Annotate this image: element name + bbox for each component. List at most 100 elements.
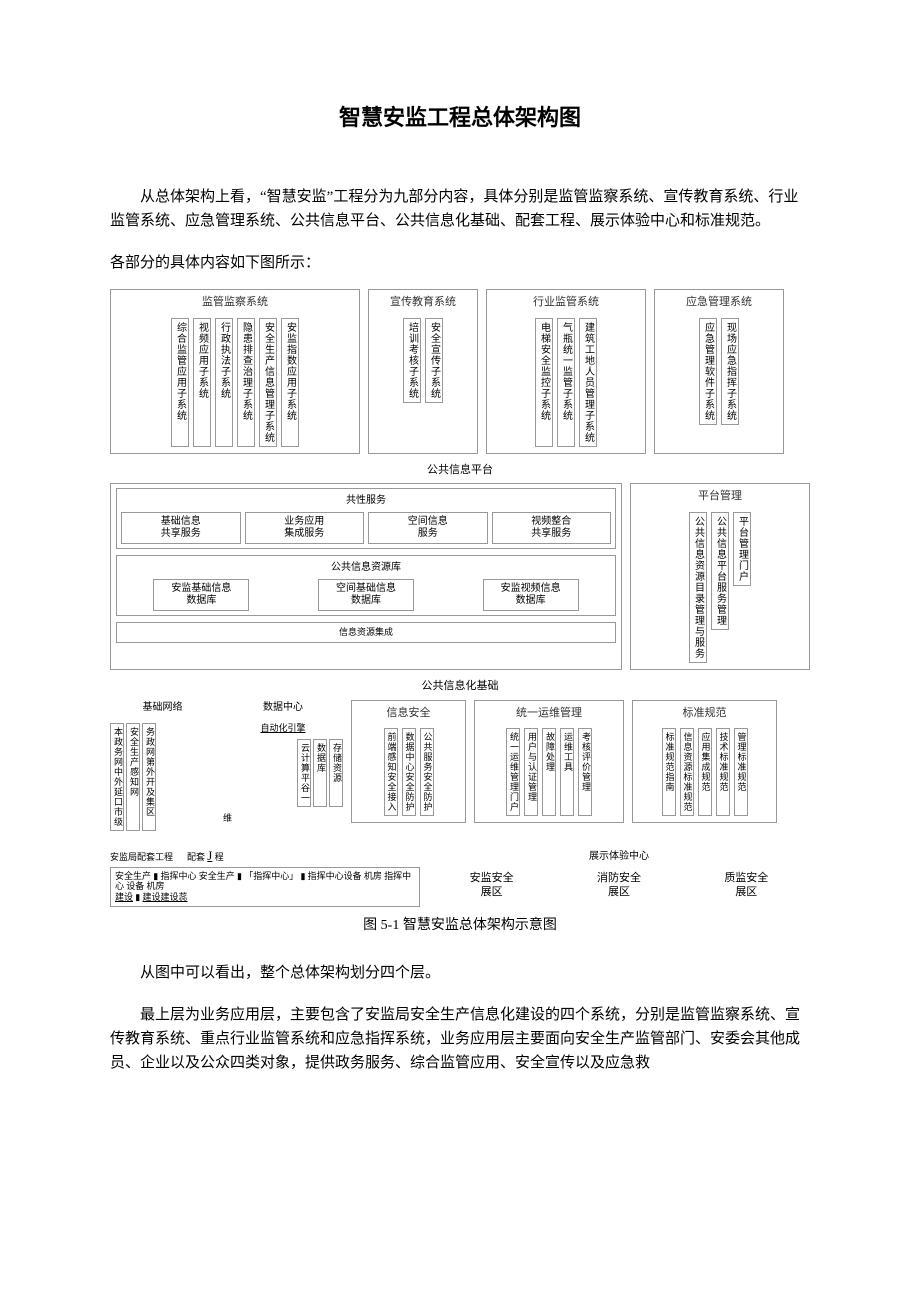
vbox-label: 公共信息平台服务管理 [715, 516, 726, 626]
system-group: 监管监察系统综合监管应用子系统视频应用子系统行政执法子系统隐患排查治理子系统安全… [110, 289, 360, 454]
vbox-label: 云计算平谷一 [299, 743, 309, 803]
vbox-item: 平台管理门户 [733, 512, 751, 586]
vbox-item: 云计算平谷一 [297, 739, 311, 807]
net-group: 基础网络 本政务网中外延口市级安全生产感知网务政网第外开及集区 [110, 700, 215, 831]
vbox-label: 统一运维管理门户 [508, 732, 518, 812]
vbox-label: 管理标准规范 [736, 732, 746, 792]
vbox-label: 数据中心安全防护 [404, 732, 414, 812]
resource-box: 安监基础信息 数据库 [153, 579, 249, 611]
support-mid: 配套 [187, 852, 205, 862]
system-group: 宣传教育系统培训考核子系统安全宣传子系统 [368, 289, 478, 454]
subsystem-label: 安全生产信息管理子系统 [263, 322, 274, 443]
support-box: 安全生产 ▮ 指挥中心 安全生产 ▮ 「指挥中心」 ▮ 指挥中心设备 机房 指挥… [110, 867, 420, 907]
subsystem-box: 安监指数应用子系统 [281, 318, 299, 447]
vbox-label: 标准规范指南 [664, 732, 674, 792]
support-left-label: 安监局配套工程 [110, 852, 173, 862]
platform-mgmt-title: 平台管理 [636, 488, 804, 506]
body-paragraph-1: 从图中可以看出，整个总体架构划分四个层。 [110, 961, 810, 985]
resource-box: 安监视频信息 数据库 [483, 579, 579, 611]
support-j: J [207, 848, 212, 863]
subsystem-label: 培训考核子系统 [407, 322, 418, 399]
resource-db: 公共信息资源库 安监基础信息 数据库空间基础信息 数据库安监视频信息 数据库 [116, 555, 616, 616]
subsystem-box: 视频应用子系统 [193, 318, 211, 447]
bottom-row: 安监局配套工程 配套 J 程 安全生产 ▮ 指挥中心 安全生产 ▮ 「指挥中心」… [110, 849, 810, 907]
vbox-label: 应用集成规范 [700, 732, 710, 792]
vbox-label: 信息资源标准规范 [682, 732, 692, 812]
service-box: 空间信息 服务 [368, 512, 488, 544]
vbox-item: 前端感知安全接入 [384, 728, 398, 816]
hall-row: 安监安全 展区 消防安全 展区 质监安全 展区 [428, 871, 810, 900]
dc-om: 维 [223, 813, 343, 823]
body-paragraph-2: 最上层为业务应用层，主要包含了安监局安全生产信息化建设的四个系统，分别是监管监察… [110, 1003, 810, 1075]
system-title: 应急管理系统 [660, 294, 778, 312]
support-t6: 建设建设蕊 [142, 892, 187, 902]
subsystem-box: 培训考核子系统 [403, 318, 421, 403]
hall-item: 消防安全 展区 [597, 871, 641, 900]
subsystem-label: 综合监管应用子系统 [175, 322, 186, 421]
vbox-item: 务政网第外开及集区 [142, 723, 156, 831]
platform-mgmt-row: 公共信息资源目录管理与服务公共信息平台服务管理平台管理门户 [636, 512, 804, 663]
std-group: 标准规范 标准规范指南信息资源标准规范应用集成规范技术标准规范管理标准规范 [632, 700, 777, 824]
vbox-item: 用户与认证管理 [524, 728, 538, 816]
subsystem-label: 视频应用子系统 [197, 322, 208, 399]
dc-row: 云计算平谷一数据库存储资源 [223, 739, 343, 807]
vbox-label: 运维工具 [562, 732, 572, 772]
support-t1: 安全生产 [115, 871, 151, 881]
subsystem-label: 安全宣传子系统 [429, 322, 440, 399]
subintro: 各部分的具体内容如下图所示： [110, 251, 810, 275]
page-title: 智慧安监工程总体架构图 [110, 100, 810, 135]
vbox-label: 本政务网中外延口市级 [112, 727, 122, 827]
vbox-item: 技术标准规范 [716, 728, 730, 816]
vbox-item: 统一运维管理门户 [506, 728, 520, 816]
vbox-label: 公共服务安全防护 [422, 732, 432, 812]
vbox-label: 务政网第外开及集区 [144, 727, 154, 817]
subsystem-label: 气瓶统一监管子系统 [561, 322, 572, 421]
vbox-label: 存储资源 [331, 743, 341, 783]
subsystem-box: 安全生产信息管理子系统 [259, 318, 277, 447]
intro-paragraph: 从总体架构上看，“智慧安监”工程分为九部分内容，具体分别是监管监察系统、宣传教育… [110, 185, 810, 233]
hall-item: 质监安全 展区 [724, 871, 768, 900]
system-items: 综合监管应用子系统视频应用子系统行政执法子系统隐患排查治理子系统安全生产信息管理… [116, 318, 354, 447]
service-box: 基础信息 共享服务 [121, 512, 241, 544]
subsystem-box: 应急管理软件子系统 [699, 318, 717, 425]
hall-item: 安监安全 展区 [470, 871, 514, 900]
platform-left: 共性服务 基础信息 共享服务业务应用 集成服务空间信息 服务视频整合 共享服务 … [110, 483, 622, 670]
top-systems-row: 监管监察系统综合监管应用子系统视频应用子系统行政执法子系统隐患排查治理子系统安全… [110, 289, 810, 454]
std-row: 标准规范指南信息资源标准规范应用集成规范技术标准规范管理标准规范 [638, 728, 771, 816]
dc-group: 数据中心 自动化引擎 云计算平谷一数据库存储资源 维 [223, 700, 343, 824]
support-t2: 指挥中心 安全生产 [160, 871, 234, 881]
hall-group: 展示体验中心 安监安全 展区消防安全 展区质监安全 展区 [428, 849, 810, 900]
vbox-item: 应用集成规范 [698, 728, 712, 816]
ops-row: 统一运维管理门户用户与认证管理故障处理运维工具考核评价管理 [480, 728, 618, 816]
system-title: 监管监察系统 [116, 294, 354, 312]
subsystem-box: 现场应急指挥子系统 [721, 318, 739, 425]
vbox-item: 公共信息资源目录管理与服务 [689, 512, 707, 663]
figure-caption: 图 5-1 智慧安监总体架构示意图 [110, 915, 810, 937]
sec-row: 前端感知安全接入数据中心安全防护公共服务安全防护 [357, 728, 460, 816]
subsystem-box: 气瓶统一监管子系统 [557, 318, 575, 447]
subsystem-label: 现场应急指挥子系统 [725, 322, 736, 421]
vbox-label: 平台管理门户 [737, 516, 748, 582]
vbox-item: 存储资源 [329, 739, 343, 807]
service-box: 业务应用 集成服务 [245, 512, 365, 544]
vbox-item: 数据中心安全防护 [402, 728, 416, 816]
ops-group: 统一运维管理 统一运维管理门户用户与认证管理故障处理运维工具考核评价管理 [474, 700, 624, 824]
vbox-item: 管理标准规范 [734, 728, 748, 816]
resource-box: 空间基础信息 数据库 [318, 579, 414, 611]
platform-title: 公共信息平台 [110, 462, 810, 480]
system-title: 行业监管系统 [492, 294, 640, 312]
vbox-item: 公共服务安全防护 [420, 728, 434, 816]
system-title: 宣传教育系统 [374, 294, 472, 312]
system-group: 行业监管系统电梯安全监控子系统气瓶统一监管子系统建筑工地人员管理子系统 [486, 289, 646, 454]
subsystem-label: 行政执法子系统 [219, 322, 230, 399]
subsystem-box: 隐患排查治理子系统 [237, 318, 255, 447]
subsystem-box: 建筑工地人员管理子系统 [579, 318, 597, 447]
subsystem-label: 安监指数应用子系统 [285, 322, 296, 421]
support-group: 安监局配套工程 配套 J 程 安全生产 ▮ 指挥中心 安全生产 ▮ 「指挥中心」… [110, 849, 420, 907]
vbox-label: 故障处理 [544, 732, 554, 772]
support-t5: 建设 [115, 892, 133, 902]
service-box: 视频整合 共享服务 [492, 512, 612, 544]
ops-title: 统一运维管理 [480, 705, 618, 723]
subsystem-label: 建筑工地人员管理子系统 [583, 322, 594, 443]
dc-title: 数据中心 [223, 700, 343, 716]
